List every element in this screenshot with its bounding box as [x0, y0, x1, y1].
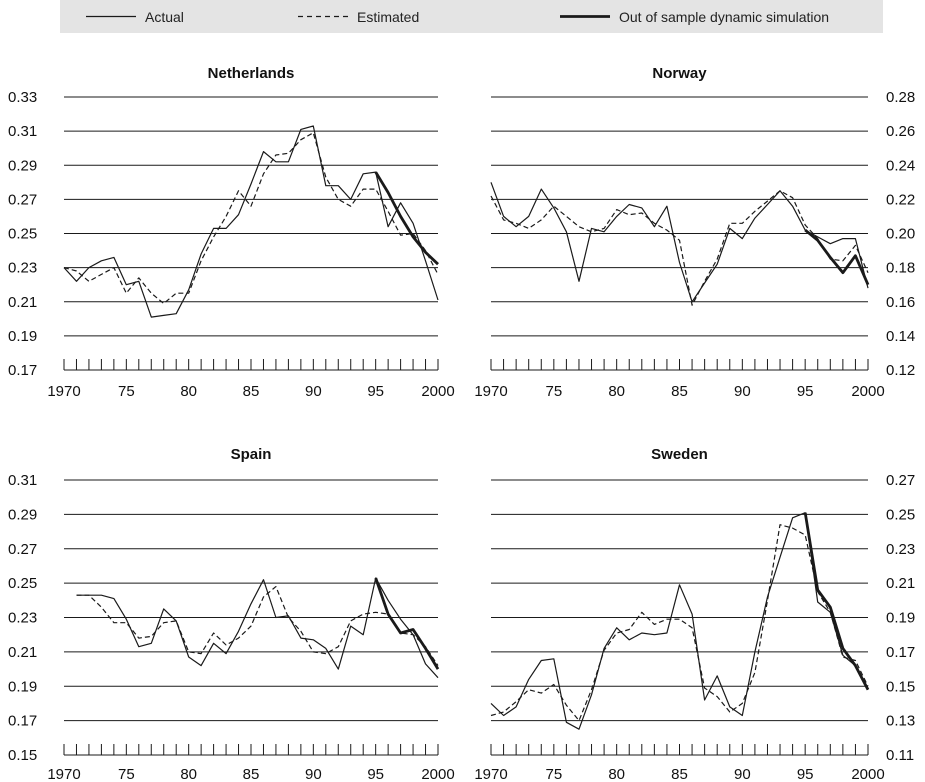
- x-tick-label: 1970: [47, 383, 80, 400]
- legend-background: [60, 0, 883, 33]
- x-tick-label: 1970: [474, 766, 507, 782]
- y-tick-label: 0.20: [886, 226, 915, 243]
- panel-title-netherlands: Netherlands: [208, 65, 295, 82]
- legend-label-estimated: Estimated: [357, 9, 419, 25]
- x-tick-label: 80: [608, 766, 625, 782]
- x-tick-label: 95: [367, 383, 384, 400]
- series-line-out-of-sample-dynamic-simulation: [374, 171, 439, 266]
- legend: Actual Estimated Out of sample dynamic s…: [60, 0, 883, 33]
- series-line-actual: [63, 125, 439, 318]
- y-tick-label: 0.13: [886, 713, 915, 730]
- series-line-estimated: [76, 585, 439, 666]
- y-tick-label: 0.15: [8, 747, 37, 764]
- series-line-estimated: [490, 524, 869, 722]
- x-tick-label: 1970: [474, 383, 507, 400]
- y-tick-label: 0.23: [8, 260, 37, 277]
- y-tick-label: 0.31: [8, 472, 37, 489]
- x-tick-label: 75: [118, 766, 135, 782]
- x-tick-label: 85: [671, 766, 688, 782]
- y-tick-label: 0.28: [886, 89, 915, 106]
- y-tick-label: 0.24: [886, 157, 915, 174]
- x-tick-label: 75: [545, 383, 562, 400]
- y-tick-label: 0.17: [8, 713, 37, 730]
- y-tick-label: 0.22: [886, 191, 915, 208]
- y-tick-label: 0.25: [8, 226, 37, 243]
- panel-title-spain: Spain: [231, 446, 272, 463]
- x-tick-label: 85: [243, 766, 260, 782]
- x-tick-label: 80: [608, 383, 625, 400]
- panel-netherlands: Netherlands 0.17 0.19 0.21 0.23 0.25 0.27 0.29 0…: [8, 65, 455, 400]
- x-tick-label: 90: [305, 383, 322, 400]
- y-tick-label: 0.21: [8, 294, 37, 311]
- y-tick-label: 0.23: [886, 541, 915, 558]
- y-tick-label: 0.23: [8, 610, 37, 627]
- y-tick-label: 0.31: [8, 123, 37, 140]
- x-tick-label: 80: [180, 383, 197, 400]
- y-tick-label: 0.29: [8, 506, 37, 523]
- x-tick-label: 90: [734, 383, 751, 400]
- panel-title-sweden: Sweden: [651, 446, 708, 463]
- y-tick-label: 0.15: [886, 678, 915, 695]
- panel-norway: Norway 0.12 0.14 0.16 0.18 0.20 0.22 0.24 0.26 0.…: [474, 65, 915, 400]
- y-tick-label: 0.25: [886, 506, 915, 523]
- x-tick-label: 2000: [851, 383, 884, 400]
- y-tick-label: 0.12: [886, 362, 915, 379]
- y-tick-label: 0.26: [886, 123, 915, 140]
- x-tick-label: 80: [180, 766, 197, 782]
- y-tick-label: 0.11: [886, 747, 914, 764]
- y-tick-label: 0.17: [886, 644, 915, 661]
- y-tick-label: 0.29: [8, 157, 37, 174]
- y-tick-label: 0.16: [886, 294, 915, 311]
- series-line-estimated: [63, 132, 439, 305]
- x-tick-label: 2000: [421, 766, 454, 782]
- x-tick-label: 75: [545, 766, 562, 782]
- y-tick-label: 0.19: [886, 610, 915, 627]
- y-tick-label: 0.27: [8, 541, 37, 558]
- y-tick-label: 0.25: [8, 575, 37, 592]
- series-line-out-of-sample-dynamic-simulation: [374, 577, 440, 670]
- x-tick-label: 90: [734, 766, 751, 782]
- x-tick-label: 90: [305, 766, 322, 782]
- chart-panels: Netherlands 0.17 0.19 0.21 0.23 0.25 0.27 0.29 0…: [8, 65, 915, 782]
- series-line-estimated: [490, 190, 869, 306]
- x-tick-label: 85: [243, 383, 260, 400]
- x-tick-label: 95: [367, 766, 384, 782]
- legend-item-simulation: Out of sample dynamic simulation: [560, 9, 829, 25]
- legend-item-estimated: Estimated: [298, 9, 419, 25]
- y-tick-label: 0.19: [8, 678, 37, 695]
- x-tick-label: 95: [797, 383, 814, 400]
- panel-title-norway: Norway: [652, 65, 707, 82]
- x-tick-label: 85: [671, 383, 688, 400]
- x-tick-label: 75: [118, 383, 135, 400]
- y-tick-label: 0.17: [8, 362, 37, 379]
- y-tick-label: 0.18: [886, 260, 915, 277]
- legend-label-simulation: Out of sample dynamic simulation: [619, 9, 829, 25]
- y-tick-label: 0.33: [8, 89, 37, 106]
- panel-sweden: Sweden 0.11 0.13 0.15 0.17 0.19 0.21 0.23 0.25 0.…: [474, 446, 915, 782]
- y-tick-label: 0.27: [8, 191, 37, 208]
- y-tick-label: 0.14: [886, 328, 915, 345]
- y-tick-label: 0.21: [886, 575, 915, 592]
- x-tick-label: 1970: [47, 766, 80, 782]
- y-tick-label: 0.21: [8, 644, 37, 661]
- y-tick-label: 0.27: [886, 472, 915, 489]
- x-tick-label: 2000: [851, 766, 884, 782]
- series-line-out-of-sample-dynamic-simulation: [803, 512, 870, 691]
- legend-item-actual: Actual: [86, 9, 184, 25]
- y-tick-label: 0.19: [8, 328, 37, 345]
- x-tick-label: 2000: [421, 383, 454, 400]
- x-tick-label: 95: [797, 766, 814, 782]
- panel-spain: Spain 0.15 0.17 0.19 0.21 0.23 0.25 0.27 0.29 0.3…: [8, 446, 455, 782]
- series-line-out-of-sample-dynamic-simulation: [804, 229, 870, 286]
- legend-label-actual: Actual: [145, 9, 184, 25]
